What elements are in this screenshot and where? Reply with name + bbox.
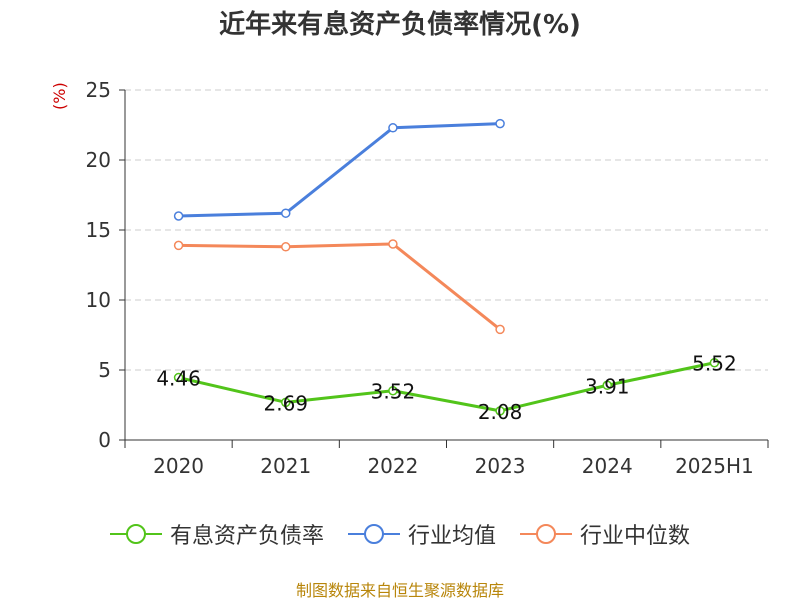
x-tick-label: 2022 <box>367 454 418 478</box>
data-label: 3.52 <box>371 380 416 404</box>
data-point <box>602 380 612 391</box>
series-lines <box>173 118 720 416</box>
data-point <box>495 406 505 416</box>
legend-label: 行业中位数 <box>580 524 691 549</box>
legend-item[interactable]: 有息资产负债率 <box>109 518 324 550</box>
data-labels: 4.46 2.69 3.52 2.08 3.91 5.52 <box>156 352 736 424</box>
data-label: 2.08 <box>478 400 523 424</box>
data-label: 4.46 <box>156 367 201 391</box>
x-tick-label: 2024 <box>582 454 633 478</box>
legend-item[interactable]: 行业均值 <box>347 518 496 550</box>
legend-label: 行业均值 <box>407 524 496 549</box>
data-point <box>388 385 398 396</box>
series-line <box>178 242 502 331</box>
y-tick-label: 10 <box>86 288 111 312</box>
data-point <box>173 240 184 251</box>
x-tick-label: 2023 <box>475 454 526 478</box>
x-tick-label: 2020 <box>153 454 204 478</box>
data-label: 2.69 <box>263 391 308 415</box>
data-point <box>495 324 505 335</box>
legend-item[interactable]: 行业中位数 <box>520 518 690 550</box>
y-tick-label: 25 <box>86 78 111 102</box>
chart-title: 近年来有息资产负债率情况(%) <box>219 10 581 40</box>
data-point <box>281 242 291 252</box>
data-point <box>281 397 291 408</box>
legend-swatch-icon <box>109 524 162 544</box>
y-tick-label: 5 <box>98 358 111 382</box>
y-tick-label: 20 <box>86 148 111 172</box>
series-line <box>178 361 715 413</box>
data-point <box>281 208 291 218</box>
y-tick-label: 15 <box>86 218 111 242</box>
data-point <box>173 211 184 221</box>
data-point <box>709 357 720 368</box>
x-tick-label: 2025H1 <box>675 454 754 478</box>
source-note: 制图数据来自恒生聚源数据库 <box>295 581 504 600</box>
series-line <box>178 122 501 218</box>
data-point <box>388 123 398 133</box>
y-tick-label: 0 <box>98 428 111 452</box>
data-point <box>173 372 184 383</box>
data-label: 5.52 <box>692 352 737 376</box>
data-label: 3.91 <box>585 374 630 398</box>
legend-label: 有息资产负债率 <box>169 524 324 549</box>
axes: 0 5 10 15 20 25 2020 2021 2022 2023 2024 2025H1 <box>86 78 769 478</box>
grid-lines <box>125 89 768 371</box>
data-point <box>495 118 505 129</box>
x-tick-label: 2021 <box>260 454 311 478</box>
legend: 有息资产负债率 行业均值 行业中位数 <box>0 518 800 550</box>
data-point <box>388 239 398 249</box>
legend-swatch-icon <box>347 524 400 544</box>
legend-swatch-icon <box>520 524 572 544</box>
